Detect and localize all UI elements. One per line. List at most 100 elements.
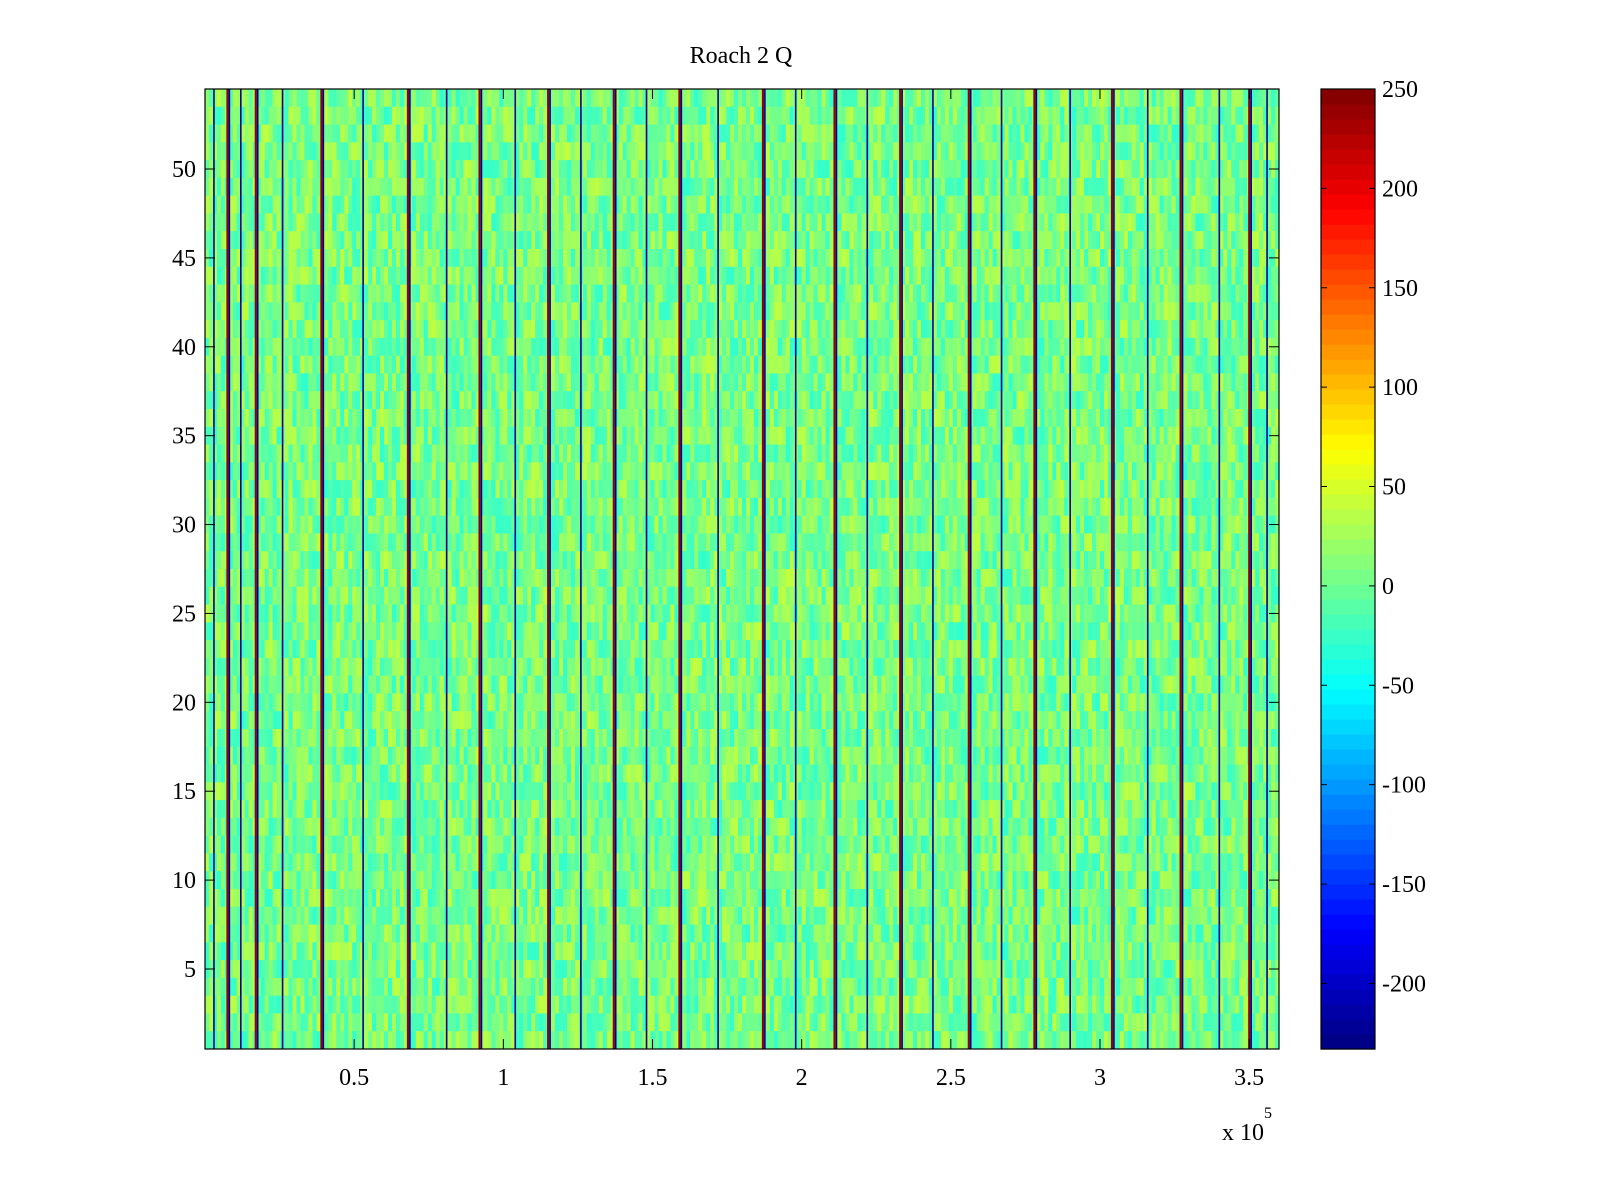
heatmap-cell — [566, 195, 572, 215]
heatmap-cell — [1163, 106, 1169, 126]
heatmap-cell — [364, 391, 369, 410]
heatmap-cell — [312, 409, 317, 428]
heatmap-cell — [749, 160, 755, 179]
heatmap-cell — [483, 266, 489, 286]
heatmap-cell — [944, 284, 950, 303]
heatmap-cell — [734, 302, 739, 321]
heatmap-cell — [304, 249, 310, 268]
heatmap-cell — [1219, 213, 1224, 232]
heatmap-cell — [634, 249, 640, 268]
heatmap-cell — [901, 355, 906, 375]
heatmap-cell — [817, 266, 823, 286]
heatmap-cell — [316, 391, 321, 410]
heatmap-cell — [491, 142, 496, 161]
heatmap-cell — [435, 409, 441, 428]
heatmap-cell — [435, 124, 441, 143]
heatmap-cell — [240, 391, 246, 410]
heatmap-cell — [944, 391, 950, 410]
heatmap-cell — [873, 160, 878, 179]
heatmap-cell — [1135, 337, 1141, 357]
heatmap-cell — [996, 337, 1002, 357]
heatmap-cell — [1103, 160, 1109, 179]
heatmap-cell — [698, 337, 703, 357]
heatmap-cell — [857, 142, 862, 161]
heatmap-cell — [411, 89, 417, 108]
heatmap-cell — [1191, 106, 1197, 126]
heatmap-cell — [1103, 266, 1109, 286]
heatmap-cell — [248, 320, 254, 339]
heatmap-cell — [992, 195, 998, 215]
heatmap-cell — [622, 391, 628, 410]
heatmap-cell — [264, 89, 270, 108]
heatmap-cell — [232, 142, 238, 161]
heatmap-cell — [690, 195, 695, 215]
heatmap-cell — [626, 355, 632, 375]
heatmap-cell — [1263, 89, 1268, 108]
heatmap-cell — [387, 391, 393, 410]
heatmap-cell — [722, 355, 727, 375]
heatmap-cell — [650, 106, 656, 126]
heatmap-cell — [734, 391, 739, 410]
heatmap-cell — [1207, 231, 1212, 250]
heatmap-cell — [630, 320, 636, 339]
heatmap-cell — [483, 195, 489, 215]
heatmap-cell — [873, 302, 878, 321]
heatmap-cell — [1223, 160, 1228, 179]
heatmap-cell — [559, 213, 564, 232]
heatmap-cell — [344, 373, 349, 392]
heatmap-cell — [1024, 231, 1029, 250]
heatmap-cell — [399, 337, 405, 357]
heatmap-cell — [722, 231, 727, 250]
heatmap-cell — [1052, 89, 1057, 108]
heatmap-cell — [1271, 355, 1276, 375]
heatmap-cell — [734, 266, 739, 286]
heatmap-cell — [268, 320, 274, 339]
heatmap-cell — [797, 266, 803, 286]
heatmap-cell — [296, 231, 302, 250]
heatmap-cell — [606, 391, 612, 410]
heatmap-cell — [789, 195, 795, 215]
heatmap-cell — [376, 142, 381, 161]
heatmap-cell — [431, 391, 437, 410]
heatmap-cell — [976, 391, 982, 410]
heatmap-cell — [905, 142, 910, 161]
heatmap-cell — [797, 320, 803, 339]
heatmap-cell — [387, 142, 393, 161]
heatmap-cell — [212, 106, 218, 126]
heatmap-cell — [555, 373, 560, 392]
heatmap-cell — [893, 89, 898, 108]
heatmap-cell — [745, 302, 751, 321]
heatmap-cell — [1127, 89, 1133, 108]
heatmap-cell — [300, 160, 306, 179]
heatmap-cell — [845, 106, 850, 126]
heatmap-cell — [1092, 302, 1097, 321]
heatmap-cell — [304, 355, 310, 375]
heatmap-cell — [710, 355, 715, 375]
heatmap-cell — [682, 320, 687, 339]
heatmap-cell — [523, 213, 528, 232]
heatmap-cell — [220, 409, 226, 428]
heatmap-cell — [1267, 89, 1272, 108]
heatmap-cell — [948, 355, 954, 375]
heatmap-cell — [395, 160, 401, 179]
heatmap-cell — [284, 89, 290, 108]
heatmap-cell — [471, 160, 477, 179]
heatmap-cell — [964, 266, 970, 286]
heatmap-cell — [889, 266, 894, 286]
heatmap-cell — [467, 320, 473, 339]
heatmap-cell — [340, 266, 345, 286]
heatmap-cell — [523, 266, 528, 286]
heatmap-cell — [765, 177, 771, 197]
heatmap-cell — [1107, 249, 1113, 268]
heatmap-cell — [662, 106, 668, 126]
heatmap-cell — [1092, 266, 1097, 286]
heatmap-cell — [208, 320, 214, 339]
heatmap-cell — [988, 337, 994, 357]
heatmap-cell — [260, 231, 266, 250]
heatmap-cell — [205, 302, 210, 321]
heatmap-cell — [216, 266, 222, 286]
heatmap-cell — [650, 195, 656, 215]
heatmap-cell — [1048, 355, 1053, 375]
heatmap-cell — [646, 231, 652, 250]
heatmap-cell — [539, 266, 544, 286]
